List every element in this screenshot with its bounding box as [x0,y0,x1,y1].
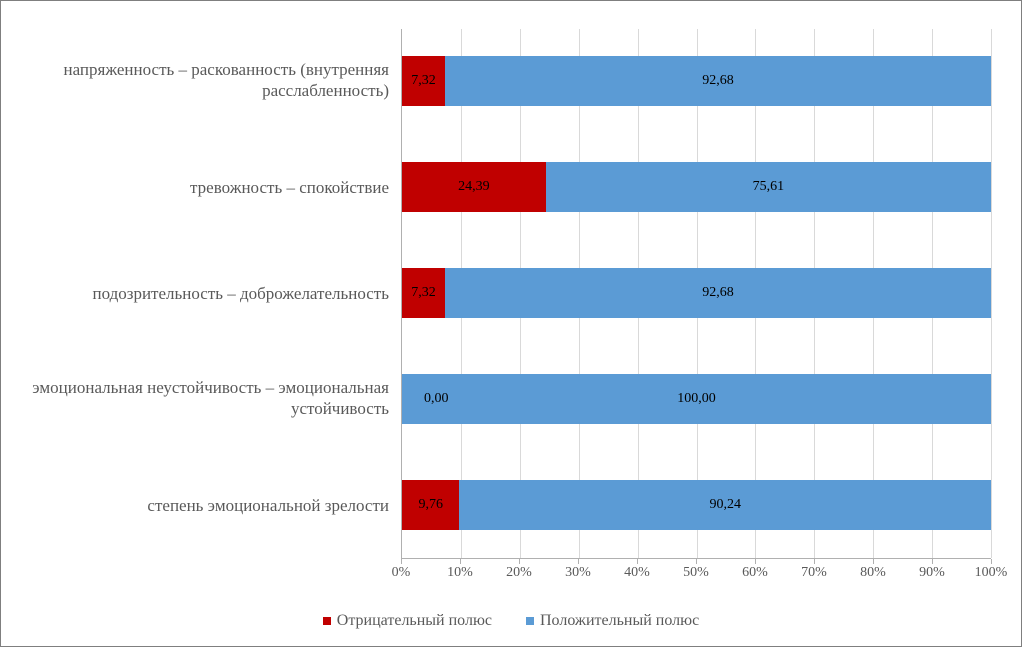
value-label-neg: 7,32 [411,73,436,89]
value-label-pos: 90,24 [709,497,741,513]
legend: Отрицательный полюс Положительный полюс [1,612,1021,630]
bar-segment-neg: 9,76 [402,480,459,530]
legend-swatch-pos [526,617,534,625]
bar-row: 7,32 92,68 [402,268,991,318]
x-tick [637,559,638,564]
x-tick-label: 60% [742,565,768,581]
bar-segment-pos: 0,00 100,00 [402,374,991,424]
value-label-neg: 0,00 [424,391,449,407]
x-tick-label: 40% [624,565,650,581]
gridline [991,29,992,558]
x-tick-label: 50% [683,565,709,581]
x-tick-label: 90% [919,565,945,581]
bar-segment-neg: 7,32 [402,268,445,318]
x-tick-label: 0% [392,565,411,581]
x-tick-label: 70% [801,565,827,581]
bar-segment-pos: 92,68 [445,56,991,106]
x-tick [578,559,579,564]
value-label-neg: 9,76 [418,497,443,513]
bar-row: 24,39 75,61 [402,162,991,212]
x-tick-label: 100% [975,565,1008,581]
bar-row: 7,32 92,68 [402,56,991,106]
x-axis: 0% 10% 20% 30% 40% 50% 60% 70% 80% 90% 1… [401,559,991,589]
x-tick [696,559,697,564]
category-label-text: эмоциональная неустойчивость – эмоционал… [32,378,389,418]
x-tick [519,559,520,564]
legend-label-pos: Положительный полюс [540,612,699,630]
value-label-pos: 75,61 [753,179,785,195]
chart-frame: 7,32 92,68 24,39 75,61 7,32 92,68 [0,0,1022,647]
x-tick-label: 10% [447,565,473,581]
value-label-pos: 100,00 [677,391,716,407]
bar-row: 0,00 100,00 [402,374,991,424]
category-label: тревожность – спокойствие [9,177,389,198]
category-label-text: степень эмоциональной зрелости [147,496,389,515]
x-tick [991,559,992,564]
bar-segment-neg: 24,39 [402,162,546,212]
x-tick-label: 30% [565,565,591,581]
x-tick-label: 80% [860,565,886,581]
bar-row: 9,76 90,24 [402,480,991,530]
x-tick [460,559,461,564]
category-label-text: тревожность – спокойствие [190,178,389,197]
bar-segment-pos: 75,61 [546,162,991,212]
x-tick [873,559,874,564]
category-label-text: напряженность – раскованность (внутрення… [64,60,389,100]
bar-segment-pos: 92,68 [445,268,991,318]
value-label-pos: 92,68 [702,73,734,89]
category-label: эмоциональная неустойчивость – эмоционал… [9,377,389,420]
legend-swatch-neg [323,617,331,625]
x-tick [755,559,756,564]
legend-item-neg: Отрицательный полюс [323,612,492,630]
plot-area: 7,32 92,68 24,39 75,61 7,32 92,68 [401,29,991,559]
legend-item-pos: Положительный полюс [526,612,699,630]
value-label-pos: 92,68 [702,285,734,301]
x-tick [401,559,402,564]
legend-label-neg: Отрицательный полюс [337,612,492,630]
value-label-neg: 24,39 [458,179,490,195]
x-tick [932,559,933,564]
value-label-neg: 7,32 [411,285,436,301]
category-label: степень эмоциональной зрелости [9,495,389,516]
x-tick-label: 20% [506,565,532,581]
category-label-text: подозрительность – доброжелательность [92,284,389,303]
category-label: напряженность – раскованность (внутрення… [9,59,389,102]
bar-segment-pos: 90,24 [459,480,991,530]
category-label: подозрительность – доброжелательность [9,283,389,304]
x-tick [814,559,815,564]
bar-segment-neg: 7,32 [402,56,445,106]
